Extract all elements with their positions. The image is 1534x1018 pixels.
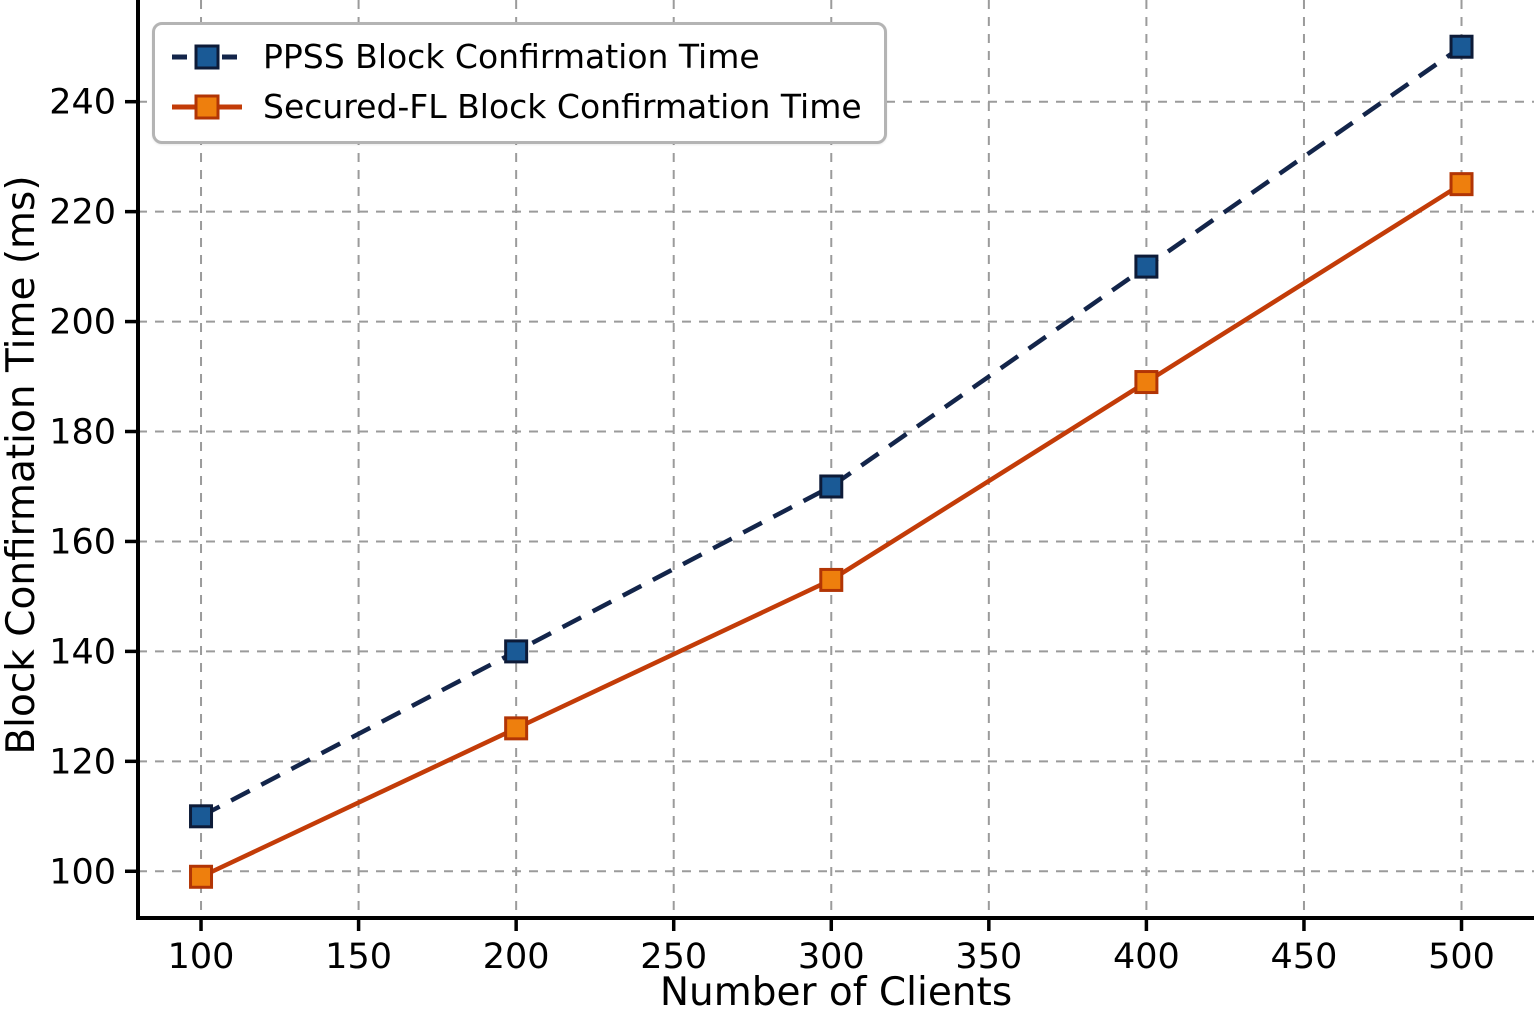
- ppss-line-sample-icon: [172, 44, 242, 70]
- legend-label-ppss: PPSS Block Confirmation Time: [263, 37, 760, 76]
- svg-text:200: 200: [483, 937, 550, 977]
- svg-text:140: 140: [49, 632, 116, 672]
- legend-item-securedfl: Secured-FL Block Confirmation Time: [171, 83, 862, 131]
- svg-text:220: 220: [49, 193, 116, 233]
- legend-label-securedfl: Secured-FL Block Confirmation Time: [263, 87, 862, 126]
- svg-text:160: 160: [49, 522, 116, 562]
- legend: PPSS Block Confirmation Time Secured-FL …: [152, 22, 887, 144]
- y-axis-title: Block Confirmation Time (ms): [0, 175, 44, 754]
- svg-text:100: 100: [168, 937, 235, 977]
- svg-text:120: 120: [49, 742, 116, 782]
- data-series: [189, 34, 1474, 889]
- x-axis-title: Number of Clients: [660, 970, 1012, 1015]
- svg-text:500: 500: [1428, 937, 1495, 977]
- axis-ticks: [125, 99, 1464, 931]
- svg-text:200: 200: [49, 303, 116, 343]
- svg-text:450: 450: [1271, 937, 1338, 977]
- svg-text:350: 350: [955, 937, 1022, 977]
- svg-text:100: 100: [49, 852, 116, 892]
- svg-text:240: 240: [49, 83, 116, 123]
- axis-spines: [136, 0, 1534, 920]
- securedfl-line-sample-icon: [172, 94, 242, 120]
- tick-labels: 100 150 200 250 300 350 400 450 500 100 120 140 160 1…: [49, 83, 1495, 977]
- svg-text:150: 150: [325, 937, 392, 977]
- svg-text:400: 400: [1113, 937, 1180, 977]
- svg-text:300: 300: [798, 937, 865, 977]
- svg-text:250: 250: [640, 937, 707, 977]
- legend-item-ppss: PPSS Block Confirmation Time: [171, 33, 862, 81]
- svg-text:180: 180: [49, 413, 116, 453]
